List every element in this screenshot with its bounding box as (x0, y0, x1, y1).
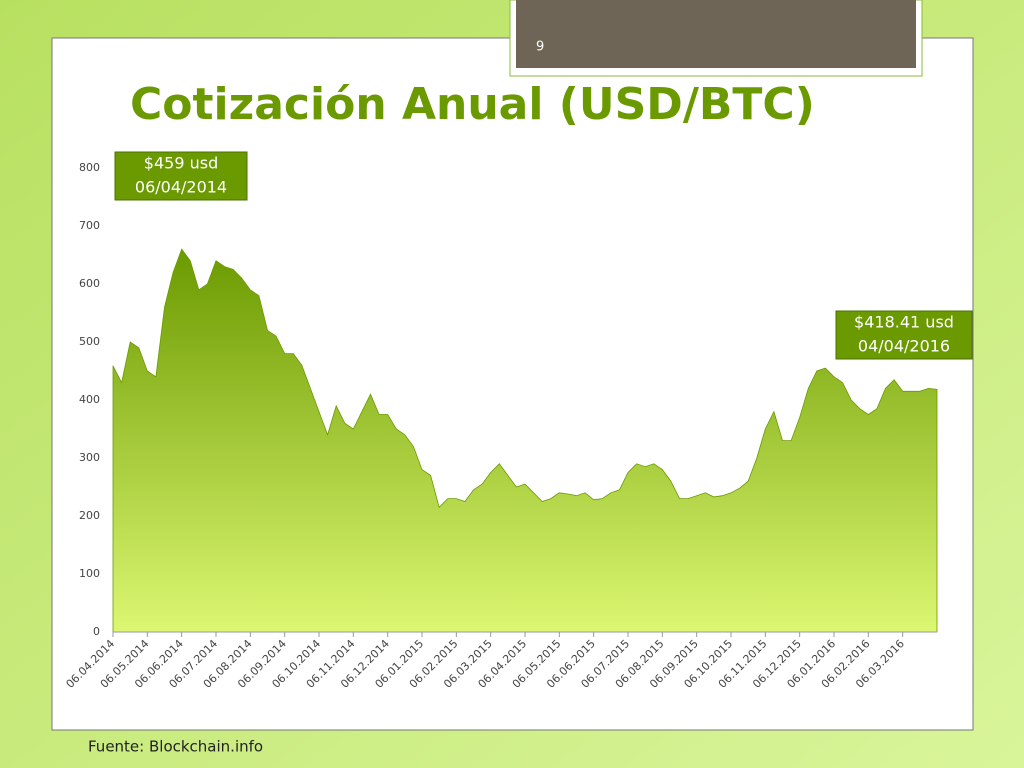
number-box (516, 0, 916, 68)
y-tick-label: 100 (79, 567, 100, 580)
annotation-text: 04/04/2016 (858, 337, 950, 356)
chart-title: Cotización Anual (USD/BTC) (130, 79, 815, 130)
y-tick-label: 300 (79, 451, 100, 464)
y-tick-label: 200 (79, 509, 100, 522)
annotation-text: $418.41 usd (854, 313, 954, 332)
area (112, 248, 938, 633)
y-tick-label: 600 (79, 277, 100, 290)
annotation-box (835, 310, 973, 360)
source: Fuente: Blockchain.info (88, 738, 263, 756)
y-tick-label: 500 (79, 335, 100, 348)
y-tick-label: 800 (79, 161, 100, 174)
y-tick-label: 0 (93, 625, 100, 638)
y-tick-label: 700 (79, 219, 100, 232)
slide-number: 9 (536, 40, 544, 55)
annotation-box (114, 151, 248, 201)
y-tick-label: 400 (79, 393, 100, 406)
annotation-text: $459 usd (144, 154, 218, 173)
annotation-text: 06/04/2014 (135, 178, 227, 197)
